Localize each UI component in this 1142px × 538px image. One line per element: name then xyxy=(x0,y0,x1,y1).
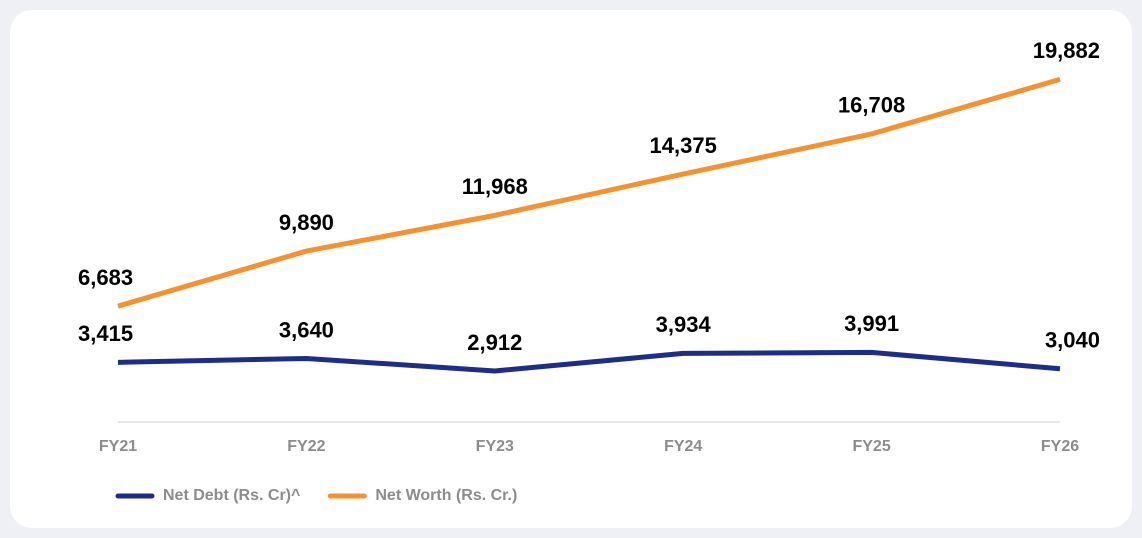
x-tick-label: FY26 xyxy=(1041,438,1079,455)
data-label: 3,415 xyxy=(78,321,133,346)
data-label: 14,375 xyxy=(650,133,717,158)
data-label: 3,040 xyxy=(1045,328,1100,353)
data-label: 2,912 xyxy=(467,330,522,355)
data-label: 3,934 xyxy=(656,312,712,337)
x-tick-label: FY21 xyxy=(99,438,137,455)
legend-label: Net Debt (Rs. Cr)^ xyxy=(163,487,300,504)
data-label: 3,640 xyxy=(279,317,334,342)
x-tick-label: FY25 xyxy=(852,438,890,455)
x-tick-label: FY23 xyxy=(476,438,514,455)
legend-label: Net Worth (Rs. Cr.) xyxy=(375,487,517,504)
data-label: 6,683 xyxy=(78,265,133,290)
data-label: 11,968 xyxy=(462,174,528,199)
x-tick-label: FY22 xyxy=(287,438,325,455)
data-label: 16,708 xyxy=(838,93,905,118)
data-label: 3,991 xyxy=(844,311,899,336)
data-label: 19,882 xyxy=(1033,38,1100,63)
line xyxy=(117,76,1061,309)
data-label: 9,890 xyxy=(279,210,334,235)
line xyxy=(117,349,1061,374)
x-tick-label: FY24 xyxy=(664,438,702,455)
card xyxy=(10,10,1132,528)
